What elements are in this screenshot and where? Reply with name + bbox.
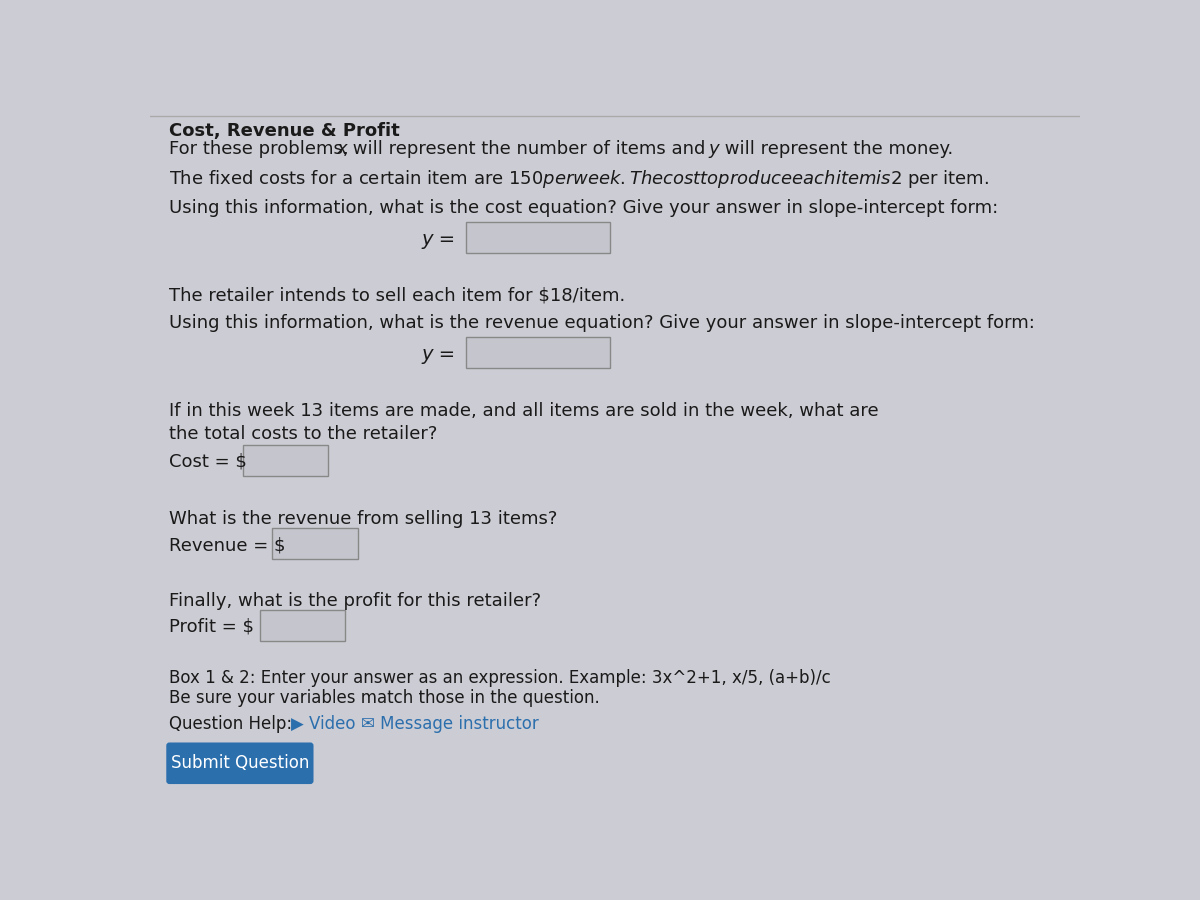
Text: Using this information, what is the cost equation? Give your answer in slope-int: Using this information, what is the cost… [169, 199, 998, 217]
Text: Using this information, what is the revenue equation? Give your answer in slope-: Using this information, what is the reve… [169, 314, 1036, 332]
Text: Cost, Revenue & Profit: Cost, Revenue & Profit [169, 122, 400, 140]
Text: Question Help:: Question Help: [169, 715, 293, 733]
Text: Profit = $: Profit = $ [169, 617, 254, 635]
Text: will represent the money.: will represent the money. [719, 140, 953, 158]
Text: x: x [336, 140, 347, 158]
FancyBboxPatch shape [260, 610, 346, 641]
Text: ✉ Message instructor: ✉ Message instructor [361, 715, 539, 733]
Text: will represent the number of items and: will represent the number of items and [347, 140, 710, 158]
Text: y =: y = [421, 230, 455, 248]
Text: y: y [708, 140, 719, 158]
Text: Box 1 & 2: Enter your answer as an expression. Example: 3x^2+1, x/5, (a+b)/c: Box 1 & 2: Enter your answer as an expre… [169, 669, 832, 687]
Text: Finally, what is the profit for this retailer?: Finally, what is the profit for this ret… [169, 591, 541, 609]
Text: The fixed costs for a certain item are $150 per week. The cost to produce each i: The fixed costs for a certain item are $… [169, 168, 990, 190]
FancyBboxPatch shape [242, 446, 329, 476]
Text: y =: y = [421, 346, 455, 365]
Text: Revenue = $: Revenue = $ [169, 536, 286, 554]
Text: Submit Question: Submit Question [170, 753, 310, 771]
FancyBboxPatch shape [466, 338, 610, 368]
FancyBboxPatch shape [167, 742, 313, 784]
Text: Cost = $: Cost = $ [169, 453, 247, 471]
Text: For these problems,: For these problems, [169, 140, 355, 158]
Text: the total costs to the retailer?: the total costs to the retailer? [169, 425, 438, 443]
Text: ▶ Video: ▶ Video [292, 715, 355, 733]
Text: The retailer intends to sell each item for $18/item.: The retailer intends to sell each item f… [169, 286, 625, 304]
FancyBboxPatch shape [466, 222, 610, 253]
Text: What is the revenue from selling 13 items?: What is the revenue from selling 13 item… [169, 510, 558, 528]
FancyBboxPatch shape [272, 528, 358, 559]
Text: If in this week 13 items are made, and all items are sold in the week, what are: If in this week 13 items are made, and a… [169, 402, 878, 420]
Text: Be sure your variables match those in the question.: Be sure your variables match those in th… [169, 688, 600, 706]
